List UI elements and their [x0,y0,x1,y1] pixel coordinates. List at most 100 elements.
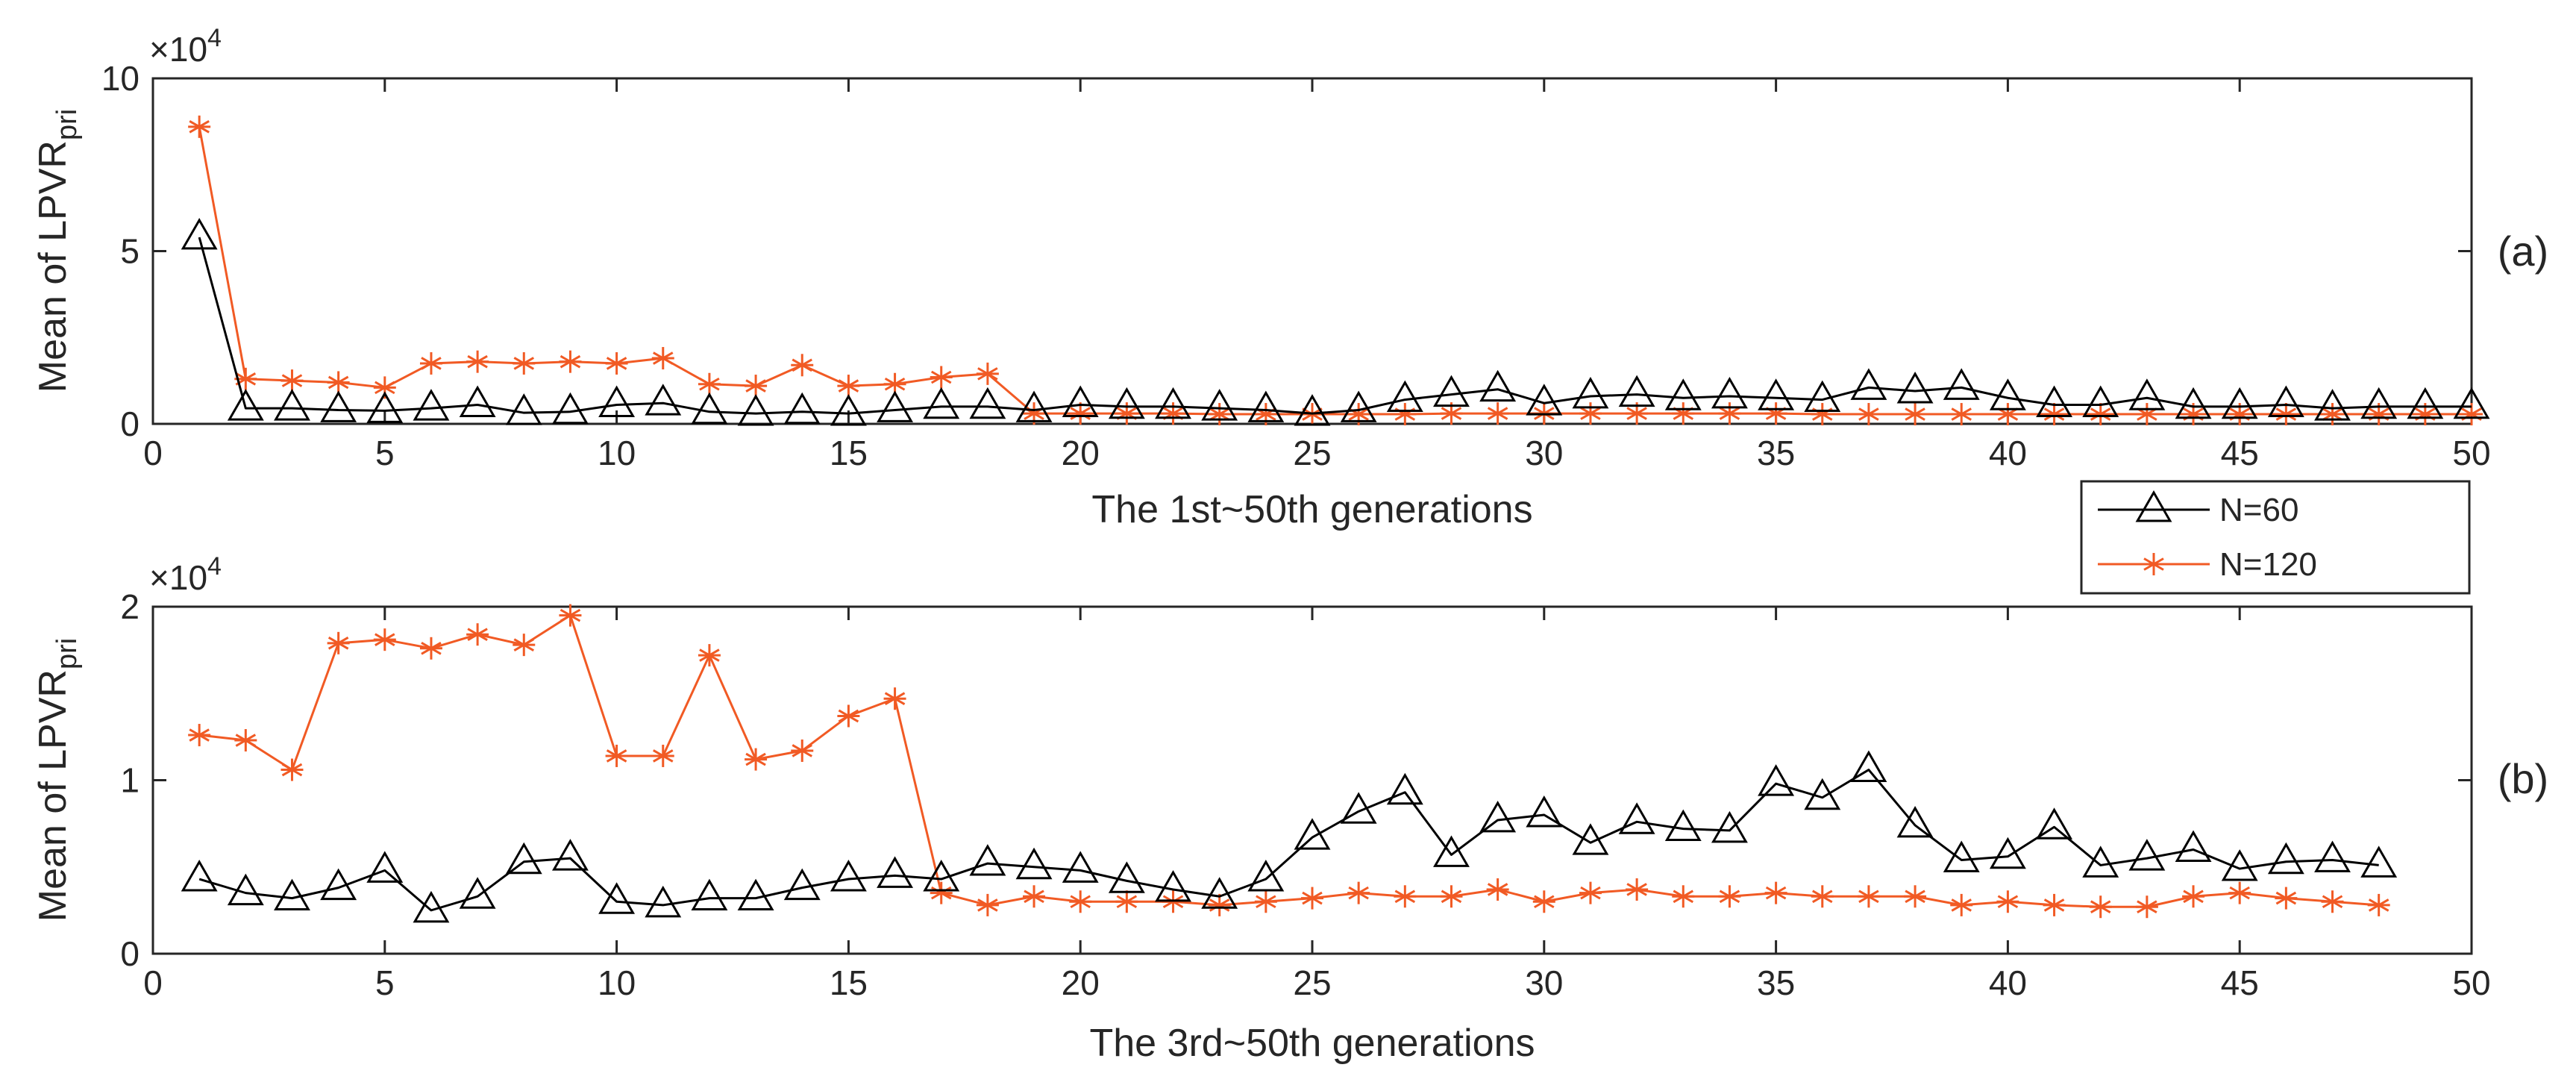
panel-a-point-n60 [2267,385,2304,417]
panel-a-point-n60 [2314,389,2351,421]
panel-b-xtick-label: 50 [2452,963,2490,1002]
panel-b-point-n60 [1062,851,1099,883]
legend-asterisk-marker [2143,553,2165,575]
panel-b-point-n60 [1896,805,1934,838]
panel-b-point-n120 [1811,885,1834,908]
panel-b-point-n60 [1758,764,1795,796]
panel-b-point-n120 [651,744,674,767]
panel-b-y-axis-title-sub: pri [51,638,83,669]
panel-b-point-n60 [551,839,589,871]
panel-a-point-n60 [181,217,218,250]
panel-a-xtick-label: 45 [2221,434,2259,472]
panel-b-point-n60 [1108,861,1145,893]
panel-b-point-n60 [2082,845,2119,878]
panel-b-point-n120 [1579,881,1602,904]
panel-a-point-n120 [930,366,953,389]
panel-b-xtick-label: 35 [1757,963,1795,1002]
panel-a-point-n60 [2221,387,2258,419]
panel-b-point-n60 [2360,845,2398,878]
panel-b-point-n120 [605,744,628,767]
panel-a-point-n60 [1618,375,1655,407]
panel-a-xtick-label: 35 [1757,434,1795,472]
panel-b-point-n60 [877,856,914,888]
panel-b-point-n60 [1711,810,1748,843]
panel-a-point-n120 [1579,402,1602,425]
panel-b-x-axis-title: The 3rd~50th generations [1090,1022,1535,1065]
panel-b-point-n60 [1294,818,1331,850]
panel-a-point-n60 [505,393,542,425]
panel-a-point-n60 [1108,387,1145,419]
legend-marker-n120 [2143,553,2165,575]
panel-a-point-n60 [1015,390,1053,422]
panel-a-point-n60 [1526,384,1563,416]
panel-b-point-n60 [969,844,1006,876]
panel-a-point-n60 [413,389,450,421]
panel-a-point-n60 [2082,385,2119,417]
panel-b-point-n120 [1672,885,1695,908]
panel-b-point-n60 [1247,860,1285,892]
panel-b-point-n120 [883,687,906,710]
legend-label-n60: N=60 [2219,492,2298,528]
panel-b-point-n60 [2128,839,2166,871]
panel-a-point-n60 [459,385,496,417]
panel-b-point-n60 [1618,802,1655,834]
panel-a-xtick-label: 40 [1989,434,2027,472]
panel-a-point-n120 [1718,402,1741,425]
panel-b-xtick-label: 30 [1525,963,1563,1002]
panel-a-series-line-n60 [198,237,2472,415]
panel-b-scale-exponent: 4 [207,552,222,581]
panel-a-x-axis-title: The 1st~50th generations [1091,488,1532,531]
panel-b-xtick-label: 45 [2221,963,2259,1002]
panel-b-scale-base: ×10 [149,558,207,597]
panel-a-point-n60 [1340,390,1377,422]
panel-a-xtick-label: 20 [1062,434,1100,472]
panel-b-point-n120 [2043,893,2066,916]
panel-b-grid-ticks: 0 5 10 15 20 25 30 35 40 45 50 0 1 2 [120,587,2490,1002]
panel-a-point-n60 [1804,380,1841,413]
panel-b-point-n60 [1201,877,1238,909]
panel-a-point-n60 [2128,378,2166,410]
panel-b-point-n120 [837,704,860,728]
panel-b-point-n120 [559,604,582,627]
panel-a-point-n120 [559,350,582,373]
panel-b-point-n60 [1804,778,1841,810]
panel-b-point-n120 [976,893,999,916]
panel-b-y-axis-title: Mean of LPVRpri [31,638,83,922]
panel-a-point-n120 [2043,403,2066,426]
panel-b-point-n60 [1340,792,1377,824]
panel-a-label: (a) [2498,228,2548,275]
panel-b-point-n120 [327,631,350,654]
panel-b-xtick-label: 10 [598,963,636,1002]
panel-a-point-n120 [1486,402,1509,425]
panel-a-point-n120 [837,375,860,398]
panel-b-point-n60 [737,878,774,911]
panel-b-scale-factor: ×104 [149,552,222,597]
panel-a: 0 5 10 15 20 25 30 35 40 45 50 0 5 10 The 1st~50th ge… [31,24,2548,531]
panel-b-point-n120 [1301,887,1323,910]
panel-a-point-n120 [2089,403,2112,426]
panel-b-point-n120 [791,739,814,762]
panel-a-point-n120 [419,351,442,375]
panel-b-point-n60 [2175,830,2212,862]
legend-label-n120: N=120 [2219,546,2317,583]
panel-b-point-n60 [1664,809,1702,842]
panel-a-point-n60 [551,392,589,425]
panel-a-point-n120 [791,354,814,377]
panel-b-point-n120 [373,628,396,651]
panel-a-grid-ticks: 0 5 10 15 20 25 30 35 40 45 50 0 5 10 [101,59,2491,472]
panel-b-point-n120 [1764,881,1787,904]
panel-b-point-n120 [1347,881,1370,904]
panel-a-point-n120 [281,369,304,393]
panel-a-point-n60 [1294,394,1331,426]
panel-a-point-n120 [513,351,536,375]
panel-b-point-n120 [745,748,768,771]
panel-a-point-n60 [1572,376,1609,409]
panel-b-point-n120 [1069,890,1092,913]
panel-b-label: (b) [2498,755,2548,802]
panel-b-point-n60 [1015,847,1053,880]
panel-b-xtick-label: 15 [830,963,868,1002]
panel-b-point-n120 [1532,890,1555,913]
panel-a-point-n120 [373,376,396,399]
panel-a-point-n60 [2407,387,2444,419]
